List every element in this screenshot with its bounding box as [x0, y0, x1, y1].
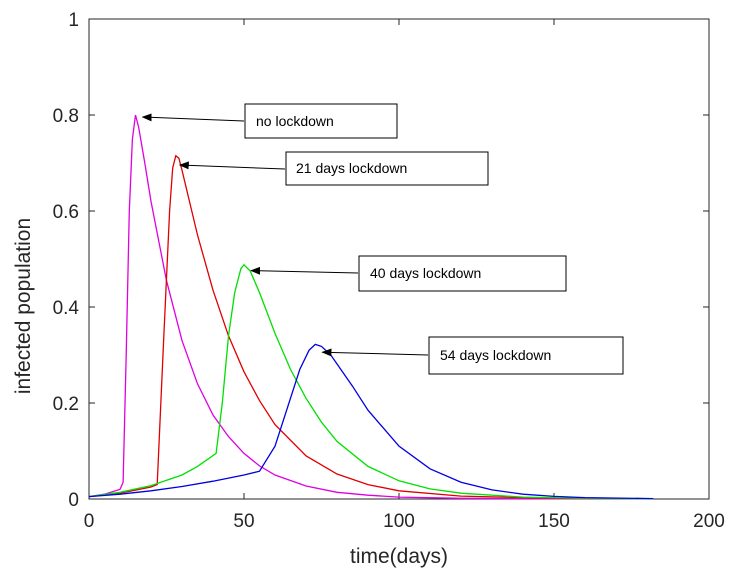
annotation-no-lockdown: no lockdown	[244, 103, 398, 139]
x-tick-label: 50	[233, 511, 254, 532]
annotation-label: 21 days lockdown	[296, 160, 407, 176]
y-tick-label: 1	[68, 10, 79, 31]
x-tick-label: 0	[84, 511, 95, 532]
y-tick-label: 0.8	[53, 106, 79, 127]
series-line-1	[88, 114, 654, 500]
series-line-4	[88, 343, 654, 500]
x-tick-label: 200	[693, 511, 725, 532]
annotation-arrow	[178, 161, 286, 170]
y-axis-tick-labels: 0 0.2 0.4 0.6 0.8 1	[53, 10, 80, 511]
annotation-arrow	[141, 113, 245, 122]
x-tick-label: 150	[538, 511, 570, 532]
annotation-40-days: 40 days lockdown	[358, 255, 567, 292]
x-axis-label: time(days)	[350, 545, 448, 568]
annotation-box	[428, 336, 624, 375]
annotation-label: 40 days lockdown	[370, 265, 481, 281]
y-tick-label: 0.6	[53, 202, 79, 223]
series-lines	[88, 114, 654, 500]
annotation-label: 54 days lockdown	[440, 347, 551, 363]
series-line-2	[88, 154, 654, 500]
y-tick-label: 0.2	[53, 394, 79, 415]
x-tick-label: 100	[383, 511, 415, 532]
x-axis-tick-labels: 0 50 100 150 200	[84, 511, 725, 532]
annotation-box	[285, 151, 489, 186]
y-axis-label: infected population	[12, 218, 35, 394]
y-tick-label: 0	[68, 490, 79, 511]
annotation-21-days: 21 days lockdown	[285, 151, 489, 186]
annotation-label: no lockdown	[256, 113, 334, 129]
annotation-arrow	[321, 348, 429, 357]
annotation-arrow	[250, 266, 359, 275]
annotation-box	[358, 255, 567, 292]
annotation-box	[244, 103, 398, 139]
annotation-arrows	[141, 113, 429, 357]
y-tick-label: 0.4	[53, 298, 80, 319]
series-line-3	[88, 263, 654, 500]
annotation-54-days: 54 days lockdown	[428, 336, 624, 375]
